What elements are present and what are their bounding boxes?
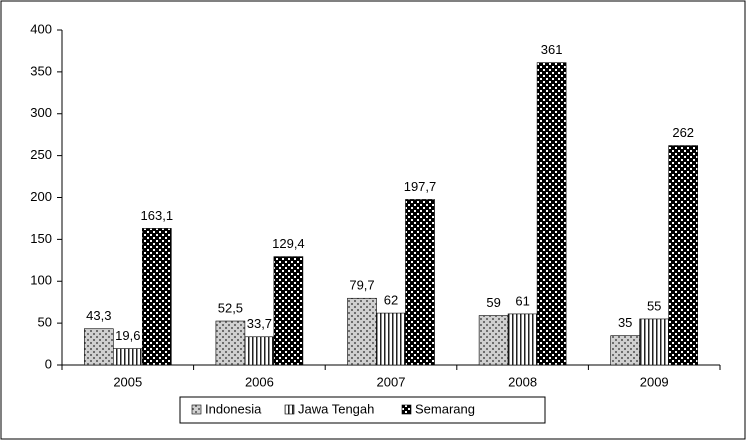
- data-label: 55: [647, 298, 661, 313]
- bar: [507, 313, 538, 366]
- bar: [142, 228, 172, 366]
- bar: [668, 145, 699, 366]
- y-tick-label: 0: [45, 356, 52, 371]
- bar: [478, 315, 509, 366]
- legend-swatch: [401, 404, 412, 415]
- bar: [347, 297, 377, 366]
- data-label: 43,3: [86, 308, 111, 323]
- bar: [405, 199, 435, 366]
- data-label: 33,7: [247, 316, 272, 331]
- x-tick-label: 2009: [640, 374, 669, 389]
- bar: [610, 335, 641, 366]
- data-label: 79,7: [349, 278, 374, 293]
- y-tick-label: 250: [30, 147, 52, 162]
- y-tick-label: 100: [30, 273, 52, 288]
- data-label: 163,1: [141, 208, 174, 223]
- bar: [376, 312, 406, 366]
- legend-label: Indonesia: [205, 401, 262, 416]
- data-label: 197,7: [404, 179, 437, 194]
- y-tick-label: 300: [30, 105, 52, 120]
- x-tick-label: 2005: [113, 374, 142, 389]
- data-label: 59: [486, 295, 500, 310]
- legend-label: Semarang: [415, 401, 475, 416]
- bar: [536, 62, 567, 366]
- bar: [113, 348, 143, 366]
- legend-label: Jawa Tengah: [298, 401, 374, 416]
- y-tick-label: 200: [30, 189, 52, 204]
- data-label: 262: [672, 125, 694, 140]
- legend-swatch: [284, 404, 295, 415]
- x-tick-label: 2007: [377, 374, 406, 389]
- data-label: 361: [541, 42, 563, 57]
- y-tick-label: 400: [30, 21, 52, 36]
- data-label: 62: [384, 293, 398, 308]
- bar: [273, 256, 304, 366]
- bar: [639, 318, 670, 366]
- legend-swatch: [191, 404, 202, 415]
- bar: [84, 328, 114, 366]
- y-tick-label: 50: [38, 315, 52, 330]
- data-label: 52,5: [218, 300, 243, 315]
- x-tick-label: 2006: [245, 374, 274, 389]
- y-tick-label: 350: [30, 63, 52, 78]
- x-tick-label: 2008: [508, 374, 537, 389]
- bar: [244, 336, 275, 366]
- bar: [215, 320, 246, 366]
- data-label: 129,4: [272, 236, 305, 251]
- data-label: 19,6: [115, 328, 140, 343]
- data-label: 61: [515, 293, 529, 308]
- data-label: 35: [618, 315, 632, 330]
- y-tick-label: 150: [30, 231, 52, 246]
- legend-box: [179, 396, 546, 424]
